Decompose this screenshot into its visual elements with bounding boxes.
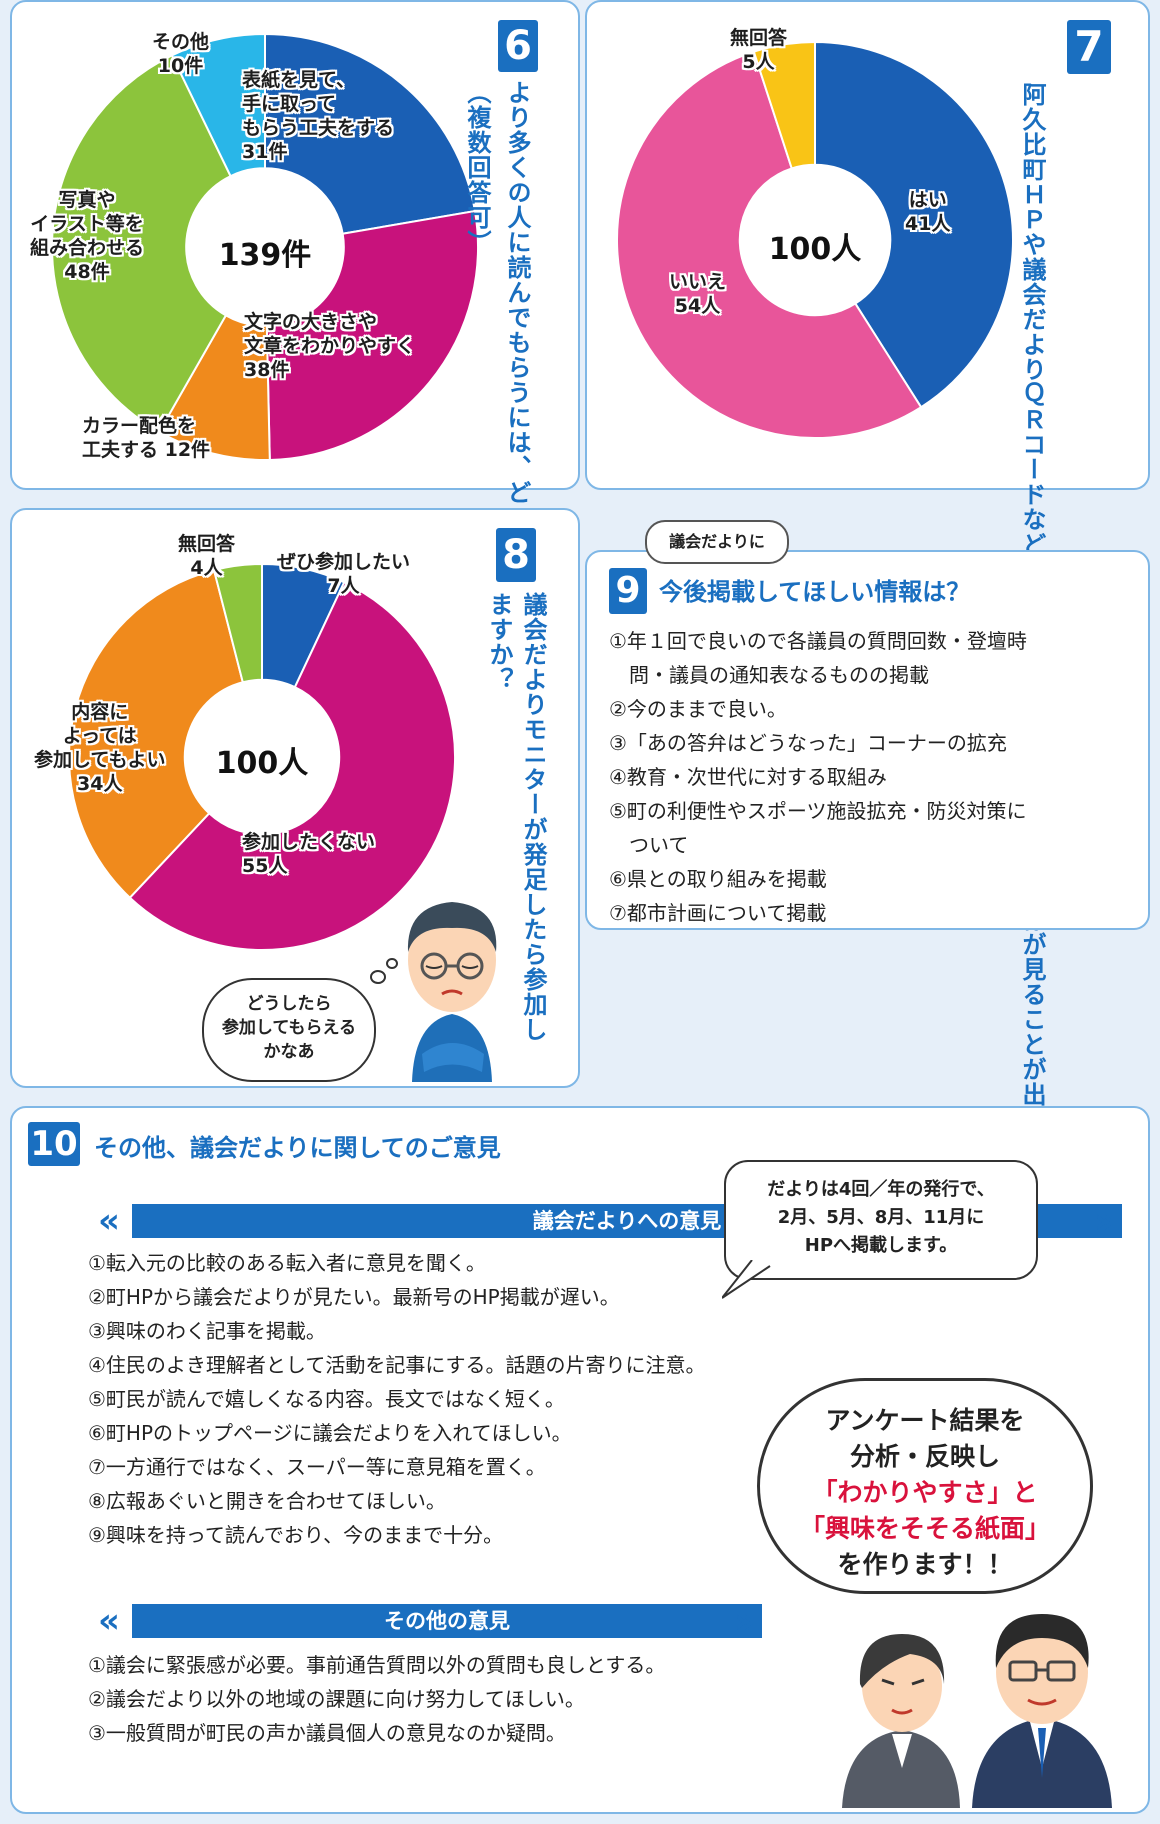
q9-list-item: ③「あの答弁はどうなった」コーナーの拡充 — [609, 731, 1007, 755]
chevron-left-icon: « — [98, 1601, 120, 1641]
q8-label-yes: ぜひ参加したい 7人 — [277, 551, 411, 597]
result-callout-line5: を作ります！！ — [837, 1550, 1013, 1579]
q7-title: 阿久比町ＨＰや議会だよりＱＲコードなどから各議員の一般質問の録画映像が見ることが… — [1015, 82, 1048, 1357]
donut-slice-3 — [68, 568, 245, 900]
q8-title: 議会だよりモニターが発足したら参加しますか？ — [485, 592, 547, 1042]
q9-list-item: ⑦都市計画について掲載 — [609, 901, 827, 925]
q8-number: 8 — [496, 528, 536, 582]
q9-list-item: 問・議員の通知表なるものの掲載 — [609, 663, 929, 687]
q7-number: 7 — [1067, 20, 1111, 74]
opinion-list-item: ④住民のよき理解者として活動を記事にする。話題の片寄りに注意。 — [88, 1353, 706, 1377]
donut-slice-3 — [752, 40, 816, 170]
q8-thought-text: どうしたら 参加してもらえる かなあ — [221, 994, 357, 1062]
q9-list-item: ②今のままで良い。 — [609, 697, 787, 721]
opinion-list-item: ①転入元の比較のある転入者に意見を聞く。 — [88, 1251, 486, 1275]
opinion-list-item: ⑧広報あぐいと開きを合わせてほしい。 — [88, 1489, 446, 1513]
q6-center-total: 139件 — [218, 238, 312, 273]
q8-center-total: 100人 — [215, 746, 309, 781]
q10-title: その他、議会だよりに関してのご意見 — [94, 1134, 501, 1162]
council-members-illustration — [842, 1614, 1112, 1808]
publication-callout-text: だよりは4回／年の発行で、 2月、5月、8月、11月に HPへ掲載します。 — [767, 1179, 995, 1256]
donut-slice-4 — [212, 562, 263, 684]
donut-slice-2 — [265, 209, 479, 461]
opinion-list-item: ②町HPから議会だよりが見たい。最新号のHP掲載が遅い。 — [88, 1285, 620, 1309]
donut-slice-5 — [170, 32, 266, 178]
q10-list1: ①転入元の比較のある転入者に意見を聞く。 ②町HPから議会だよりが見たい。最新号の… — [88, 1246, 706, 1552]
q6-number: 6 — [498, 20, 538, 72]
q7-label-no: いいえ 54人 — [669, 271, 727, 317]
thought-dot — [370, 970, 386, 984]
q8-donut — [68, 562, 456, 951]
result-callout-line3: 「わかりやすさ」と — [812, 1478, 1038, 1507]
q6-label-other: その他 10件 — [152, 31, 210, 77]
opinion-list-item: ⑦一方通行ではなく、スーパー等に意見箱を置く。 — [88, 1455, 546, 1479]
donut-slice-1 — [814, 40, 1014, 409]
q8-thought-bubble: どうしたら 参加してもらえる かなあ — [202, 978, 376, 1082]
result-callout: アンケート結果を 分析・反映し 「わかりやすさ」と 「興味をそそる紙面」 を作り… — [757, 1378, 1093, 1594]
q6-donut — [51, 32, 479, 461]
donut-slice-1 — [264, 32, 477, 235]
opinion-list-item: ⑨興味を持って読んでおり、今のままで十分。 — [88, 1523, 504, 1547]
q9-list-item: ⑤町の利便性やスポーツ施設拡充・防災対策に — [609, 799, 1027, 823]
section2-bar: その他の意見 — [132, 1604, 762, 1638]
result-callout-line4: 「興味をそそる紙面」 — [799, 1514, 1050, 1543]
q10-panel: 10 その他、議会だよりに関してのご意見 « 議会だよりへの意見 » ①転入元の… — [10, 1106, 1150, 1814]
publication-callout: だよりは4回／年の発行で、 2月、5月、8月、11月に HPへ掲載します。 — [724, 1160, 1038, 1280]
chevron-right-icon: » — [1094, 1201, 1116, 1241]
other-opinion-list-item: ②議会だより以外の地域の課題に向け努力してほしい。 — [88, 1687, 585, 1711]
q9-list-item: ⑥県との取り組みを掲載 — [609, 867, 827, 891]
q9-panel: 議会だよりに 9 今後掲載してほしい情報は？ ①年１回で良いので各議員の質問回数… — [585, 520, 1150, 930]
q9-list-item: ついて — [609, 833, 689, 857]
opinion-list-item: ⑤町民が読んで嬉しくなる内容。長文ではなく短く。 — [88, 1387, 565, 1411]
q8-label-noanswer: 無回答 4人 — [178, 533, 236, 579]
other-opinion-list-item: ③一般質問が町民の声か議員個人の意見なのか疑問。 — [88, 1721, 566, 1745]
other-opinion-list-item: ①議会に緊張感が必要。事前通告質問以外の質問も良しとする。 — [88, 1653, 666, 1677]
q7-donut — [616, 40, 1014, 439]
q6-subtitle: （複数回答可） — [463, 80, 491, 255]
chevron-left-icon: « — [98, 1201, 120, 1241]
opinion-list-item: ③興味のわく記事を掲載。 — [88, 1319, 326, 1343]
q6-label-photo: 写真や イラスト等を 組み合わせる 48件 — [30, 189, 145, 283]
q6-label-text: 文字の大きさや 文章をわかりやすく 38件 — [244, 311, 416, 381]
thought-dot — [386, 958, 398, 969]
q7-center-total: 100人 — [768, 232, 862, 267]
q9-tag: 議会だよりに — [645, 520, 789, 564]
q9-list-item: ①年１回で良いので各議員の質問回数・登壇時 — [609, 629, 1027, 653]
q7-label-noanswer: 無回答 5人 — [730, 27, 788, 73]
donut-slice-2 — [128, 581, 456, 951]
q10-list2: ①議会に緊張感が必要。事前通告質問以外の質問も良しとする。 ②議会だより以外の地域… — [88, 1648, 665, 1750]
q8-label-maybe: 内容に よっては 参加してもよい 34人 — [34, 701, 166, 795]
q6-panel: 139件 表紙を見て、 手に取って もらう工夫をする 31件 文字の大きさや 文… — [10, 0, 580, 780]
q6-label-cover: 表紙を見て、 手に取って もらう工夫をする 31件 — [242, 69, 395, 163]
q9-list-item: ④教育・次世代に対する取組み — [609, 765, 887, 789]
q7-label-yes: はい 41人 — [905, 189, 951, 235]
q6-label-color: カラー配色を 工夫する 12件 — [82, 415, 211, 461]
callout-tail — [722, 1260, 771, 1299]
q6-title: より多くの人に読んでもらうには、どのような工夫が必要か？ — [503, 80, 531, 780]
q8-label-no: 参加したくない 55人 — [242, 831, 376, 877]
q10-number: 10 — [28, 1122, 80, 1166]
donut-slice-2 — [616, 50, 923, 439]
result-callout-line2: 分析・反映し — [849, 1442, 1000, 1471]
opinion-list-item: ⑥町HPのトップページに議会だよりを入れてほしい。 — [88, 1421, 572, 1445]
result-callout-line1: アンケート結果を — [825, 1406, 1025, 1435]
q9-number: 9 — [609, 568, 647, 614]
q9-title: 今後掲載してほしい情報は？ — [659, 578, 971, 606]
chevron-right-icon: » — [734, 1601, 756, 1641]
q9-list: ①年１回で良いので各議員の質問回数・登壇時 問・議員の通知表なるものの掲載 ②今の… — [609, 624, 1027, 930]
q8-panel: 100人 ぜひ参加したい 7人 参加したくない 55人 内容に よっては 参加し… — [10, 508, 580, 1088]
q7-panel: 100人 はい 41人 いいえ 54人 無回答 5人 7 阿久比町ＨＰや議会だよ… — [585, 0, 1150, 1357]
donut-slice-4 — [51, 54, 232, 434]
thinking-man-illustration — [407, 902, 497, 1082]
